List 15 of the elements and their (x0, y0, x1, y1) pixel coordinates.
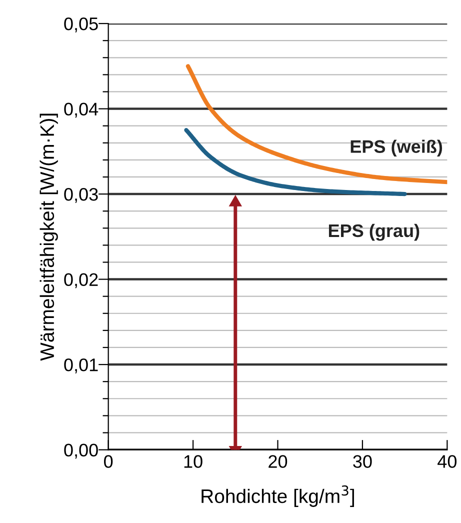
x-tick-label: 20 (268, 455, 288, 468)
y-axis-title: Wärmeleitfähigkeit [W/(m·K)] (40, 114, 58, 361)
series-label: EPS (grau) (328, 224, 420, 241)
y-tick-label: 0,05 (64, 17, 98, 32)
x-tick-label: 10 (184, 455, 202, 468)
y-tick-label: 0,03 (64, 188, 98, 203)
x-tick-label: 0 (104, 455, 113, 468)
y-tick-label: 0,04 (64, 102, 98, 118)
x-tick-label: 30 (353, 455, 372, 468)
y-tick-label: 0,02 (64, 273, 98, 288)
x-tick-label: 40 (438, 455, 457, 468)
y-tick-label: 0,00 (64, 444, 98, 459)
x-axis-title: Rohdichte [kg/m$^{3}$] (202, 485, 354, 507)
series-label: EPS (weiß) (350, 140, 442, 157)
y-tick-label: 0,01 (64, 358, 98, 374)
